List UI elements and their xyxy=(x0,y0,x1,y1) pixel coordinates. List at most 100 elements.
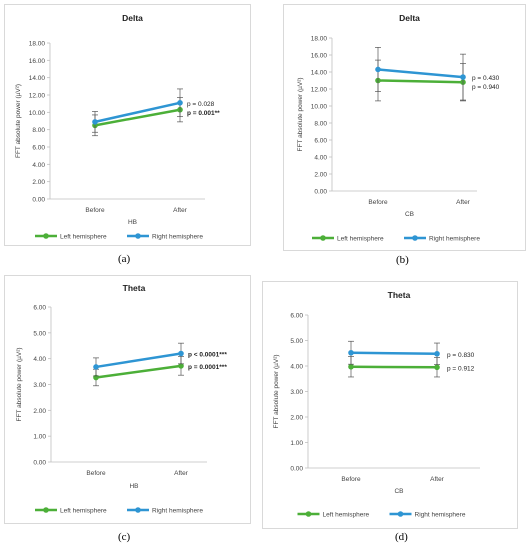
data-point xyxy=(92,119,98,125)
legend-swatch-marker xyxy=(397,511,404,517)
series-line xyxy=(350,365,438,369)
y-tick-label: 2.00 xyxy=(314,172,327,179)
legend-label: Left hemisphere xyxy=(60,508,107,515)
y-tick-label: 16.00 xyxy=(29,58,46,65)
x-axis-label: CB xyxy=(394,488,403,495)
chart-d: Theta 0.00 1.00 2.00 3.00 4.00 5.00 6.00 FFT abs… xyxy=(273,290,480,519)
series-line xyxy=(95,364,182,379)
y-tick-label: 0.00 xyxy=(32,197,45,204)
series-line xyxy=(95,352,182,369)
y-tick-label: 1.00 xyxy=(290,440,303,447)
legend-label: Right hemisphere xyxy=(152,508,203,515)
panel-label-b: (b) xyxy=(396,254,409,266)
y-tick-label: 3.00 xyxy=(290,389,303,396)
data-point xyxy=(434,364,440,371)
p-value-annotation: p = 0.001** xyxy=(187,110,220,117)
y-tick-label: 4.00 xyxy=(290,364,303,371)
data-point xyxy=(178,363,184,369)
chart-title: Theta xyxy=(123,283,146,293)
x-tick-label: After xyxy=(174,470,189,477)
series-line xyxy=(377,68,464,79)
y-tick-label: 6.00 xyxy=(290,313,303,320)
x-axis-label: HB xyxy=(129,483,138,490)
x-tick-label: After xyxy=(430,476,445,483)
legend-swatch-marker xyxy=(305,511,312,517)
series-line xyxy=(377,79,464,84)
legend-swatch-marker xyxy=(43,233,49,239)
legend-label: Right hemisphere xyxy=(415,512,466,519)
y-tick-label: 8.00 xyxy=(314,121,327,128)
chart-panel-c: Theta 0.00 1.00 2.00 3.00 4.00 5.00 6.00 FFT abs… xyxy=(4,275,251,524)
x-tick-label: Before xyxy=(85,207,105,214)
data-point xyxy=(348,363,354,370)
chart-c: Theta 0.00 1.00 2.00 3.00 4.00 5.00 6.00 FFT abs… xyxy=(16,283,227,515)
panel-label-c: (c) xyxy=(118,531,131,543)
chart-title: Delta xyxy=(122,13,143,23)
y-tick-label: 8.00 xyxy=(32,127,45,134)
x-tick-label: Before xyxy=(86,470,106,477)
y-tick-label: 12.00 xyxy=(311,87,328,94)
p-value-annotation: p = 0.830 xyxy=(447,352,475,359)
x-tick-label: After xyxy=(173,207,188,214)
p-value-annotation: p = 0.912 xyxy=(447,365,475,372)
y-tick-label: 0.00 xyxy=(33,460,46,467)
y-tick-label: 2.00 xyxy=(33,408,46,415)
legend-swatch-marker xyxy=(43,507,49,513)
y-tick-label: 2.00 xyxy=(290,415,303,422)
data-point xyxy=(177,100,183,106)
y-tick-label: 4.00 xyxy=(32,162,45,169)
chart-panel-d: Theta 0.00 1.00 2.00 3.00 4.00 5.00 6.00 FFT abs… xyxy=(262,281,518,529)
y-tick-label: 3.00 xyxy=(33,382,46,389)
x-tick-label: Before xyxy=(368,199,388,206)
data-point xyxy=(178,350,184,357)
p-value-annotation: p < 0.0001*** xyxy=(188,352,227,359)
y-tick-label: 14.00 xyxy=(29,75,46,82)
p-value-annotation: p = 0.430 xyxy=(472,75,500,82)
p-value-annotation: p = 0.028 xyxy=(187,101,215,108)
data-point xyxy=(348,349,354,356)
y-tick-label: 10.00 xyxy=(311,104,328,111)
p-value-annotation: p = 0.940 xyxy=(472,84,500,91)
y-tick-label: 1.00 xyxy=(33,434,46,441)
y-tick-label: 18.00 xyxy=(311,36,328,43)
data-point xyxy=(434,350,440,357)
x-axis-label: HB xyxy=(128,219,137,226)
y-tick-label: 14.00 xyxy=(311,70,328,77)
y-tick-label: 5.00 xyxy=(33,330,46,337)
legend-label: Right hemisphere xyxy=(429,236,480,243)
legend-label: Left hemisphere xyxy=(323,512,370,519)
y-tick-label: 0.00 xyxy=(314,189,327,196)
chart-title: Theta xyxy=(388,290,411,300)
panel-label-a: (a) xyxy=(118,253,131,265)
y-tick-label: 6.00 xyxy=(32,145,45,152)
series-line xyxy=(94,101,181,124)
y-tick-label: 10.00 xyxy=(29,110,46,117)
legend-swatch-marker xyxy=(135,507,141,513)
x-tick-label: Before xyxy=(341,476,361,483)
series-line xyxy=(94,108,181,127)
chart-panel-b: Delta 0.00 2.00 4.00 6.00 8.00 10.00 12.00 14.00… xyxy=(283,4,526,251)
data-point xyxy=(460,74,466,80)
y-axis-label: FFT absolute power (µV²) xyxy=(16,347,23,421)
y-tick-label: 6.00 xyxy=(33,305,46,312)
y-axis-label: FFT absolute power (µV²) xyxy=(297,77,304,151)
panel-label-d: (d) xyxy=(395,531,408,543)
y-tick-label: 5.00 xyxy=(290,338,303,345)
data-point xyxy=(93,364,99,370)
y-tick-label: 0.00 xyxy=(290,466,303,473)
x-axis-label: CB xyxy=(405,211,414,218)
x-tick-label: After xyxy=(456,199,471,206)
chart-title: Delta xyxy=(399,13,420,23)
y-tick-label: 6.00 xyxy=(314,138,327,145)
y-axis-label: FFT absolute power (µV²) xyxy=(273,354,280,428)
series-line xyxy=(350,351,438,356)
y-tick-label: 18.00 xyxy=(29,41,46,48)
data-point xyxy=(375,66,381,73)
chart-b: Delta 0.00 2.00 4.00 6.00 8.00 10.00 12.00 14.00… xyxy=(297,13,500,243)
y-tick-label: 4.00 xyxy=(314,155,327,162)
p-value-annotation: p = 0.0001*** xyxy=(188,364,227,371)
y-axis-label: FFT absolute power (µV²) xyxy=(15,84,22,158)
legend-label: Left hemisphere xyxy=(60,234,107,241)
legend-swatch-marker xyxy=(135,233,141,239)
y-tick-label: 4.00 xyxy=(33,356,46,363)
